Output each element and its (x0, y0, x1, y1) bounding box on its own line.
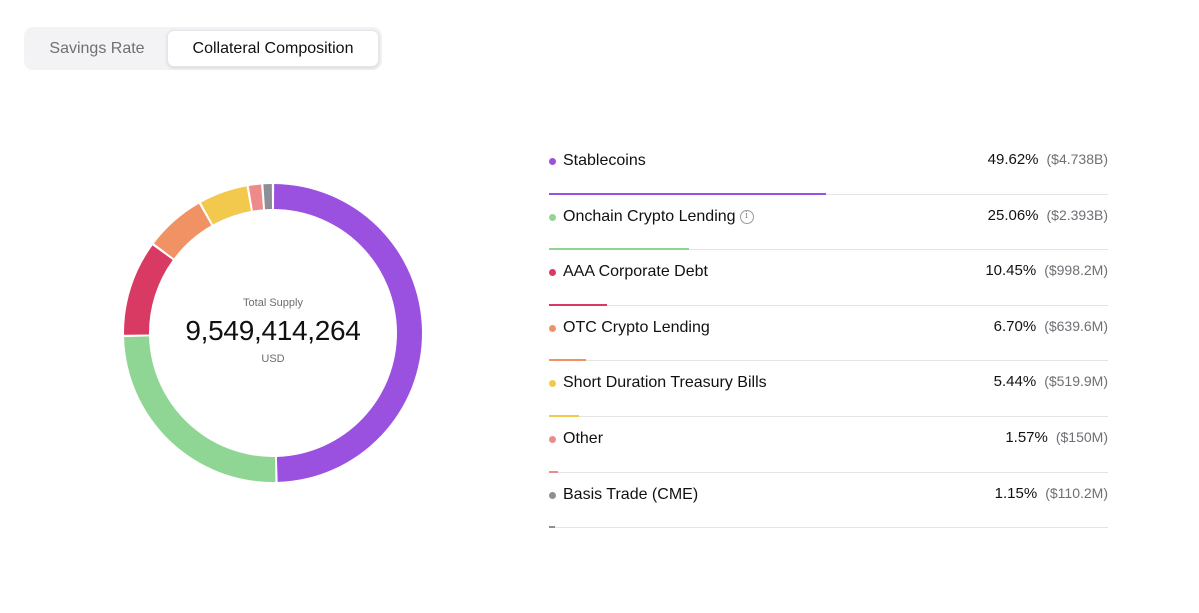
item-amount: ($4.738B) (1046, 151, 1108, 167)
list-item-other[interactable]: Other 1.57% ($150M) (549, 417, 1108, 473)
color-dot (549, 269, 556, 277)
item-percent: 1.15% (994, 484, 1038, 502)
donut-slice-short-duration-treasury-bills[interactable] (200, 186, 251, 225)
item-amount: ($2.393B) (1046, 206, 1108, 223)
share-bar (549, 414, 580, 417)
item-percent: 5.44% (993, 373, 1037, 391)
donut-slice-other[interactable] (248, 184, 264, 211)
item-amount: ($110.2M) (1045, 484, 1108, 501)
info-icon[interactable]: i (739, 209, 754, 224)
donut-chart-svg (124, 184, 422, 482)
item-label: Short Duration Treasury Bills (563, 374, 767, 392)
item-label: Stablecoins (563, 152, 646, 169)
donut-chart: Total Supply 9,549,414,264 USD (122, 182, 424, 484)
item-percent: 6.70% (993, 317, 1037, 335)
donut-slice-aaa-corporate-debt[interactable] (124, 245, 173, 335)
list-item-otc-crypto-lending[interactable]: OTC Crypto Lending 6.70% ($639.6M) (549, 306, 1108, 362)
item-amount: ($639.6M) (1044, 317, 1108, 334)
tab-savings-rate[interactable]: Savings Rate (49, 39, 145, 57)
share-bar (549, 470, 558, 473)
list-item-basis-trade-cme[interactable]: Basis Trade (CME) 1.15% ($110.2M) (549, 473, 1108, 529)
list-item-stablecoins[interactable]: Stablecoins 49.62% ($4.738B) (549, 139, 1108, 195)
color-dot (549, 324, 556, 332)
donut-slice-stablecoins[interactable] (273, 184, 422, 482)
item-percent: 1.57% (1005, 428, 1048, 446)
tab-collateral-composition[interactable]: Collateral Composition (167, 30, 379, 67)
donut-slice-otc-crypto-lending[interactable] (153, 203, 212, 259)
color-dot (549, 213, 556, 221)
donut-slice-onchain-crypto-lending[interactable] (124, 336, 276, 482)
item-label: Onchain Crypto Lending (563, 207, 736, 225)
item-percent: 49.62% (987, 151, 1039, 168)
share-bar (549, 359, 587, 362)
item-amount: ($998.2M) (1044, 262, 1108, 279)
color-dot (549, 491, 556, 499)
item-percent: 25.06% (987, 206, 1039, 224)
share-bar (549, 192, 827, 195)
total-supply-label: Total Supply (243, 297, 303, 309)
item-label: AAA Corporate Debt (563, 263, 708, 281)
donut-slice-basis-trade-cme[interactable] (263, 184, 273, 210)
item-percent: 10.45% (985, 262, 1037, 280)
item-label: OTC Crypto Lending (563, 318, 710, 336)
item-amount: ($150M) (1055, 428, 1108, 445)
share-bar (549, 526, 556, 529)
total-supply-unit: USD (261, 353, 285, 365)
item-amount: ($519.9M) (1044, 373, 1108, 390)
donut-center: Total Supply 9,549,414,264 USD (122, 182, 424, 484)
color-dot (549, 435, 556, 443)
color-dot (549, 380, 556, 388)
composition-list: Stablecoins 49.62% ($4.738B) Onchain Cry… (549, 139, 1108, 529)
total-supply-value: 9,549,414,264 (185, 315, 361, 346)
share-bar (549, 248, 690, 251)
color-dot (549, 158, 556, 165)
list-item-onchain-crypto-lending[interactable]: Onchain Crypto Lending i 25.06% ($2.393B) (549, 195, 1108, 251)
item-label: Other (563, 429, 604, 447)
list-item-short-duration-treasury-bills[interactable]: Short Duration Treasury Bills 5.44% ($51… (549, 361, 1108, 417)
tab-bar: Savings Rate Collateral Composition (24, 27, 382, 70)
share-bar (549, 303, 608, 306)
item-label: Basis Trade (CME) (563, 485, 699, 503)
list-item-aaa-corporate-debt[interactable]: AAA Corporate Debt 10.45% ($998.2M) (549, 250, 1108, 306)
